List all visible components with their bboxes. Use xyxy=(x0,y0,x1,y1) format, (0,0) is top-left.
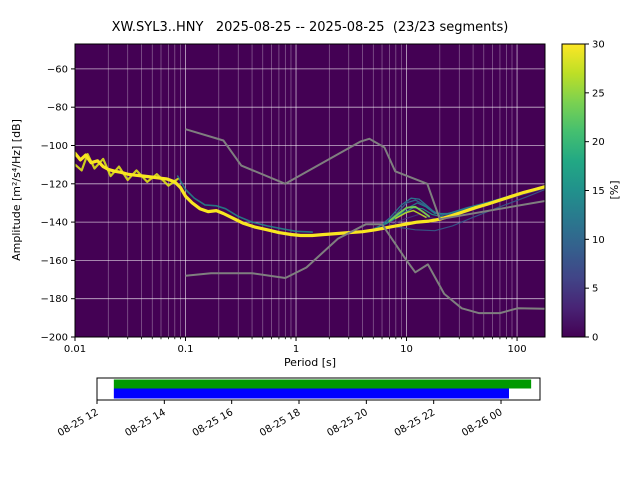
y-tick-label: −160 xyxy=(41,256,68,267)
psd-branch-2 xyxy=(395,209,427,220)
y-tick-label: −80 xyxy=(47,103,68,114)
colorbar-label: [%] xyxy=(608,180,621,199)
figure-title: XW.SYL3..HNY 2025-08-25 -- 2025-08-25 (2… xyxy=(112,20,509,35)
timeline-tick-label: 08-25 16 xyxy=(191,407,235,439)
psd-spread-low xyxy=(395,188,545,232)
y-tick-label: −120 xyxy=(41,179,68,190)
main-plot-area xyxy=(74,44,545,338)
coverage-timeline: 08-25 12 08-25 14 08-25 16 08-25 18 08-25 20… xyxy=(56,377,541,439)
psd-curves xyxy=(75,128,545,315)
timeline-tick-label: 08-25 14 xyxy=(123,407,167,439)
psd-mode xyxy=(75,151,545,238)
y-tick-label: −200 xyxy=(41,333,68,344)
nlnm-curve xyxy=(185,223,545,315)
x-tick-label: 0.01 xyxy=(64,344,86,355)
y-tick-label: −60 xyxy=(47,64,68,75)
timeline-tick-label: 08-25 22 xyxy=(393,407,437,439)
y-tick-label: −140 xyxy=(41,218,68,229)
timeline-tick-label: 08-26 00 xyxy=(460,407,504,439)
x-tick-label: 10 xyxy=(400,344,413,355)
timeline-tick-label: 08-25 18 xyxy=(258,407,302,439)
timeline-tick-label: 08-25 12 xyxy=(56,407,100,439)
colorbar: 0 5 10 15 20 25 30 xyxy=(561,40,605,344)
x-tick-label: 0.1 xyxy=(178,344,194,355)
colorbar-tick-label: 0 xyxy=(592,333,598,344)
psd-fringe xyxy=(176,175,313,233)
y-tick-label: −180 xyxy=(41,294,68,305)
colorbar-tick-label: 25 xyxy=(592,88,605,99)
x-tick-label: 100 xyxy=(508,344,527,355)
colorbar-tick-label: 15 xyxy=(592,186,605,197)
y-axis-label: Amplitude [m²/s⁴/Hz] [dB] xyxy=(10,119,23,261)
y-tick-label: −100 xyxy=(41,141,68,152)
nhnm-curve xyxy=(185,128,545,221)
colorbar-tick-label: 30 xyxy=(592,40,605,51)
x-tick-label: 1 xyxy=(293,344,299,355)
colorbar-tick-label: 10 xyxy=(592,235,605,246)
psd-branch-1 xyxy=(388,205,430,222)
colorbar-tick-label: 5 xyxy=(592,284,598,295)
colorbar-gradient xyxy=(562,44,585,337)
psd-coverage-bar xyxy=(113,388,509,399)
timeline-tick-label: 08-25 20 xyxy=(325,407,369,439)
plot-frame xyxy=(74,43,546,338)
axes-ticks-and-labels: 0.01 0.1 1 10 100 −200 −180 −160 −140 −120 −100 −80… xyxy=(41,43,546,355)
plot-background xyxy=(75,44,545,337)
psd-scatter-left xyxy=(75,153,179,187)
data-coverage-bar xyxy=(113,379,532,389)
x-axis-label: Period [s] xyxy=(284,356,336,369)
colorbar-tick-label: 20 xyxy=(592,137,605,148)
